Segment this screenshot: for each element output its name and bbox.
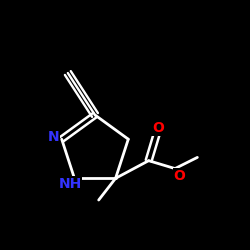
Text: NH: NH <box>58 177 82 191</box>
Text: O: O <box>152 121 164 135</box>
Text: N: N <box>48 130 60 144</box>
Text: O: O <box>174 168 186 182</box>
